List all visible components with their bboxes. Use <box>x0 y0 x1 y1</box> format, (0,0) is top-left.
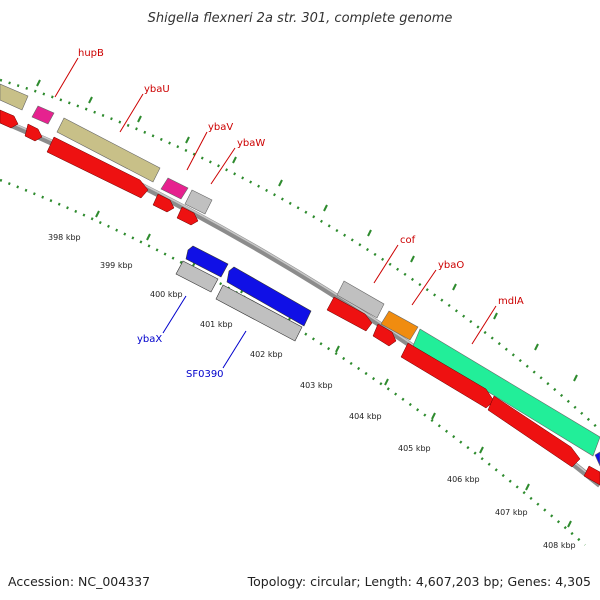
gene-ybaV[interactable] <box>160 177 189 200</box>
tick-label-402: 402 kbp <box>250 350 283 359</box>
topology-text: Topology: circular; Length: 4,607,203 bp… <box>247 574 591 589</box>
cds-6[interactable] <box>326 296 373 332</box>
tick-label-403: 403 kbp <box>300 381 333 390</box>
gene-label-ybaU[interactable]: ybaU <box>144 84 170 95</box>
gene-label-SF0390[interactable]: SF0390 <box>186 369 224 380</box>
forward-gene-row <box>0 83 600 467</box>
gene-blue-reverse-2[interactable] <box>226 266 312 327</box>
cds-9[interactable] <box>487 395 581 468</box>
cds-7[interactable] <box>372 323 397 347</box>
gene-label-hupB[interactable]: hupB <box>78 48 104 59</box>
gene-label-ybaO[interactable]: ybaO <box>438 260 464 271</box>
tick-label-406: 406 kbp <box>447 475 480 484</box>
gene-SF0390[interactable] <box>215 284 303 342</box>
tick-label-407: 407 kbp <box>495 508 528 517</box>
map-title: Shigella flexneri 2a str. 301, complete … <box>148 11 453 26</box>
gene-label-ybaV[interactable]: ybaV <box>208 122 233 133</box>
forward-leader-lines <box>54 57 497 345</box>
gene-label-cof[interactable]: cof <box>400 235 416 246</box>
gene-ybaU[interactable] <box>56 117 161 183</box>
gene-label-ybaX[interactable]: ybaX <box>137 334 162 345</box>
gene-blue-reverse-1[interactable] <box>185 245 229 278</box>
gene-ybaW[interactable] <box>184 189 213 215</box>
cds-4[interactable] <box>152 193 175 213</box>
tick-label-398: 398 kbp <box>48 233 81 242</box>
reverse-gene-row <box>175 245 312 342</box>
gene-label-ybaW[interactable]: ybaW <box>237 138 265 149</box>
tick-label-405: 405 kbp <box>398 444 431 453</box>
cds-8[interactable] <box>400 342 495 409</box>
inner-tick-ring <box>0 178 586 546</box>
tick-label-408: 408 kbp <box>543 541 576 550</box>
tick-label-404: 404 kbp <box>349 412 382 421</box>
gene-label-mdlA[interactable]: mdlA <box>498 296 524 307</box>
gene-ybaX[interactable] <box>175 260 219 293</box>
gene-hupB[interactable] <box>31 105 55 125</box>
tick-label-401: 401 kbp <box>200 320 233 329</box>
reverse-leader-lines <box>162 295 247 369</box>
gene-khaki-1[interactable] <box>0 83 29 111</box>
cds-2[interactable] <box>24 123 43 142</box>
inner-major-ticks <box>95 210 572 528</box>
cds-row <box>0 109 600 486</box>
gene-mdlA[interactable] <box>412 328 600 457</box>
gene-ybaO[interactable] <box>380 310 419 341</box>
tick-label-399: 399 kbp <box>100 261 133 270</box>
cds-5[interactable] <box>176 206 199 226</box>
cds-3[interactable] <box>46 136 149 199</box>
outer-major-ticks <box>36 79 578 382</box>
accession-text: Accession: NC_004337 <box>8 574 150 589</box>
gene-edge-end[interactable] <box>594 451 600 467</box>
cds-1[interactable] <box>0 109 19 129</box>
gene-cof[interactable] <box>336 280 385 319</box>
tick-label-400: 400 kbp <box>150 290 183 299</box>
cds-10[interactable] <box>583 465 600 486</box>
